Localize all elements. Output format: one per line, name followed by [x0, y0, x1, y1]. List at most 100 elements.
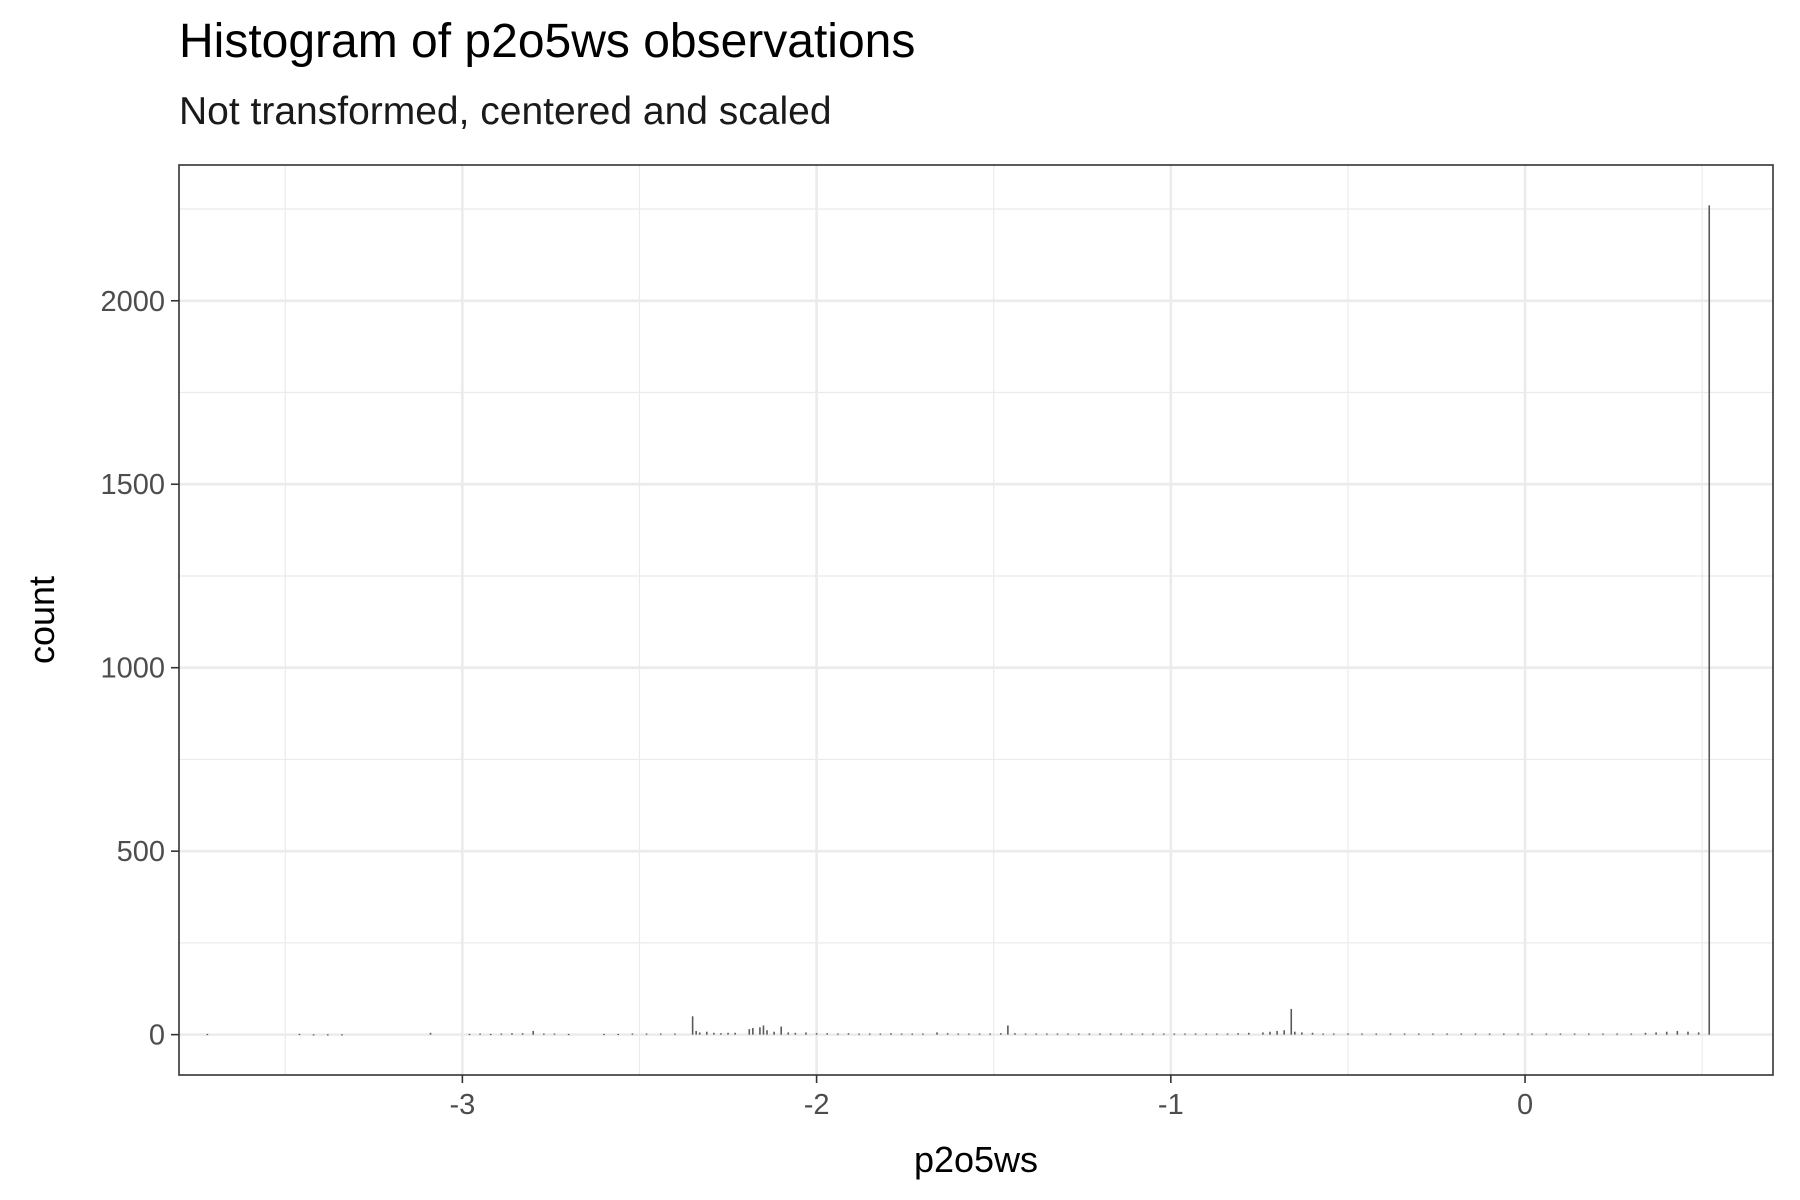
- histogram-bar: [1226, 1033, 1229, 1035]
- histogram-bar: [922, 1033, 924, 1035]
- histogram-bar: [1283, 1030, 1285, 1035]
- histogram-bar: [1697, 1032, 1700, 1035]
- histogram-bar: [1046, 1033, 1048, 1035]
- histogram-bar: [298, 1033, 301, 1036]
- histogram-bar: [1332, 1033, 1335, 1035]
- histogram-bar: [1559, 1033, 1562, 1035]
- histogram-bar: [326, 1034, 329, 1036]
- histogram-bar: [858, 1033, 860, 1035]
- histogram-bar: [705, 1031, 708, 1035]
- histogram-bar: [543, 1033, 545, 1035]
- histogram-bar: [1616, 1033, 1618, 1035]
- histogram-bar: [1403, 1033, 1406, 1035]
- histogram-bar: [553, 1033, 556, 1035]
- x-tick-label: -1: [1158, 1089, 1184, 1121]
- histogram-bar: [1446, 1033, 1448, 1035]
- histogram-bar: [500, 1033, 503, 1035]
- histogram-bar: [532, 1030, 535, 1035]
- histogram-bar: [1502, 1033, 1505, 1035]
- histogram-bar: [1109, 1033, 1112, 1035]
- histogram-bar: [567, 1033, 570, 1036]
- grid-layer: [179, 165, 1773, 1075]
- histogram-bar: [1630, 1033, 1633, 1035]
- ticks-layer: -3 -2 -1 0 0 500 1000 1500 2000: [100, 286, 1533, 1121]
- histogram-bar: [631, 1033, 634, 1035]
- histogram-bar: [1676, 1030, 1679, 1035]
- histogram-bar: [734, 1032, 736, 1035]
- histogram-bar: [1708, 205, 1711, 1035]
- histogram-bar: [1014, 1033, 1016, 1035]
- histogram-bar: [1194, 1033, 1197, 1035]
- histogram-bar: [826, 1033, 829, 1035]
- y-tick-label: 2000: [100, 286, 165, 318]
- histogram-bar: [695, 1030, 697, 1035]
- histogram-bar: [603, 1033, 605, 1036]
- histogram-bar: [1290, 1008, 1293, 1035]
- histogram-bar: [1389, 1033, 1392, 1035]
- histogram-bar: [1035, 1033, 1038, 1035]
- y-tick-label: 1500: [100, 469, 165, 501]
- histogram-bar: [1276, 1030, 1278, 1035]
- histogram-bar: [206, 1033, 209, 1036]
- histogram-bar: [511, 1033, 513, 1035]
- histogram-bar: [691, 1016, 694, 1035]
- histogram-bar: [868, 1033, 871, 1035]
- histogram-bar: [890, 1033, 892, 1035]
- histogram-bar: [936, 1032, 938, 1035]
- histogram-bar: [617, 1033, 620, 1036]
- bars-layer: [206, 205, 1711, 1036]
- histogram-bar: [1099, 1033, 1101, 1035]
- x-tick-label: -3: [449, 1089, 475, 1121]
- histogram-bar: [645, 1033, 648, 1035]
- x-tick-label: -2: [804, 1089, 830, 1121]
- histogram-bar: [1488, 1033, 1491, 1035]
- histogram-bar: [837, 1033, 839, 1035]
- histogram-bar: [1067, 1033, 1069, 1035]
- histogram-bar: [1665, 1031, 1668, 1035]
- histogram-bar: [1655, 1032, 1657, 1035]
- histogram-bar: [766, 1030, 768, 1035]
- histogram-bar: [698, 1032, 701, 1035]
- histogram-bar: [1120, 1033, 1123, 1035]
- histogram-bar: [713, 1032, 715, 1035]
- y-axis-title: count: [21, 576, 62, 664]
- histogram-bar: [1347, 1033, 1349, 1035]
- histogram-bar: [989, 1033, 991, 1035]
- histogram-bar: [1644, 1032, 1647, 1035]
- histogram-bar: [1311, 1032, 1314, 1035]
- histogram-bar: [1269, 1031, 1271, 1035]
- histogram-bar: [1205, 1033, 1208, 1035]
- histogram-bar: [900, 1033, 903, 1035]
- histogram-bar: [1173, 1033, 1176, 1035]
- histogram-bar: [727, 1032, 729, 1035]
- histogram-bar: [1687, 1031, 1689, 1035]
- histogram-bar: [1262, 1032, 1264, 1035]
- histogram-bar: [752, 1028, 754, 1035]
- histogram-bar: [1417, 1033, 1420, 1035]
- histogram-bar: [794, 1032, 797, 1035]
- histogram-bar: [1077, 1033, 1080, 1035]
- histogram-bar: [787, 1032, 790, 1035]
- histogram-bar: [780, 1026, 782, 1035]
- histogram-bar: [911, 1033, 914, 1035]
- histogram-bar: [1322, 1033, 1324, 1035]
- histogram-bar: [674, 1033, 676, 1035]
- histogram-bar: [748, 1029, 751, 1035]
- chart-title: Histogram of p2o5ws observations: [179, 15, 916, 68]
- histogram-bar: [759, 1027, 761, 1035]
- histogram-bar: [1573, 1033, 1576, 1035]
- histogram-bar: [1162, 1033, 1165, 1035]
- histogram-bar: [805, 1032, 807, 1035]
- histogram-bar: [1024, 1033, 1027, 1035]
- histogram-bar: [1056, 1033, 1059, 1035]
- histogram-bar: [879, 1033, 882, 1035]
- histogram-bar: [720, 1033, 722, 1035]
- histogram-bar: [1294, 1031, 1296, 1035]
- histogram-bar: [1088, 1033, 1091, 1035]
- histogram-bar: [468, 1033, 471, 1036]
- y-tick-label: 500: [117, 836, 165, 868]
- histogram-bar: [762, 1025, 765, 1035]
- x-axis-title: p2o5ws: [914, 1139, 1038, 1180]
- histogram-bar: [1361, 1033, 1363, 1035]
